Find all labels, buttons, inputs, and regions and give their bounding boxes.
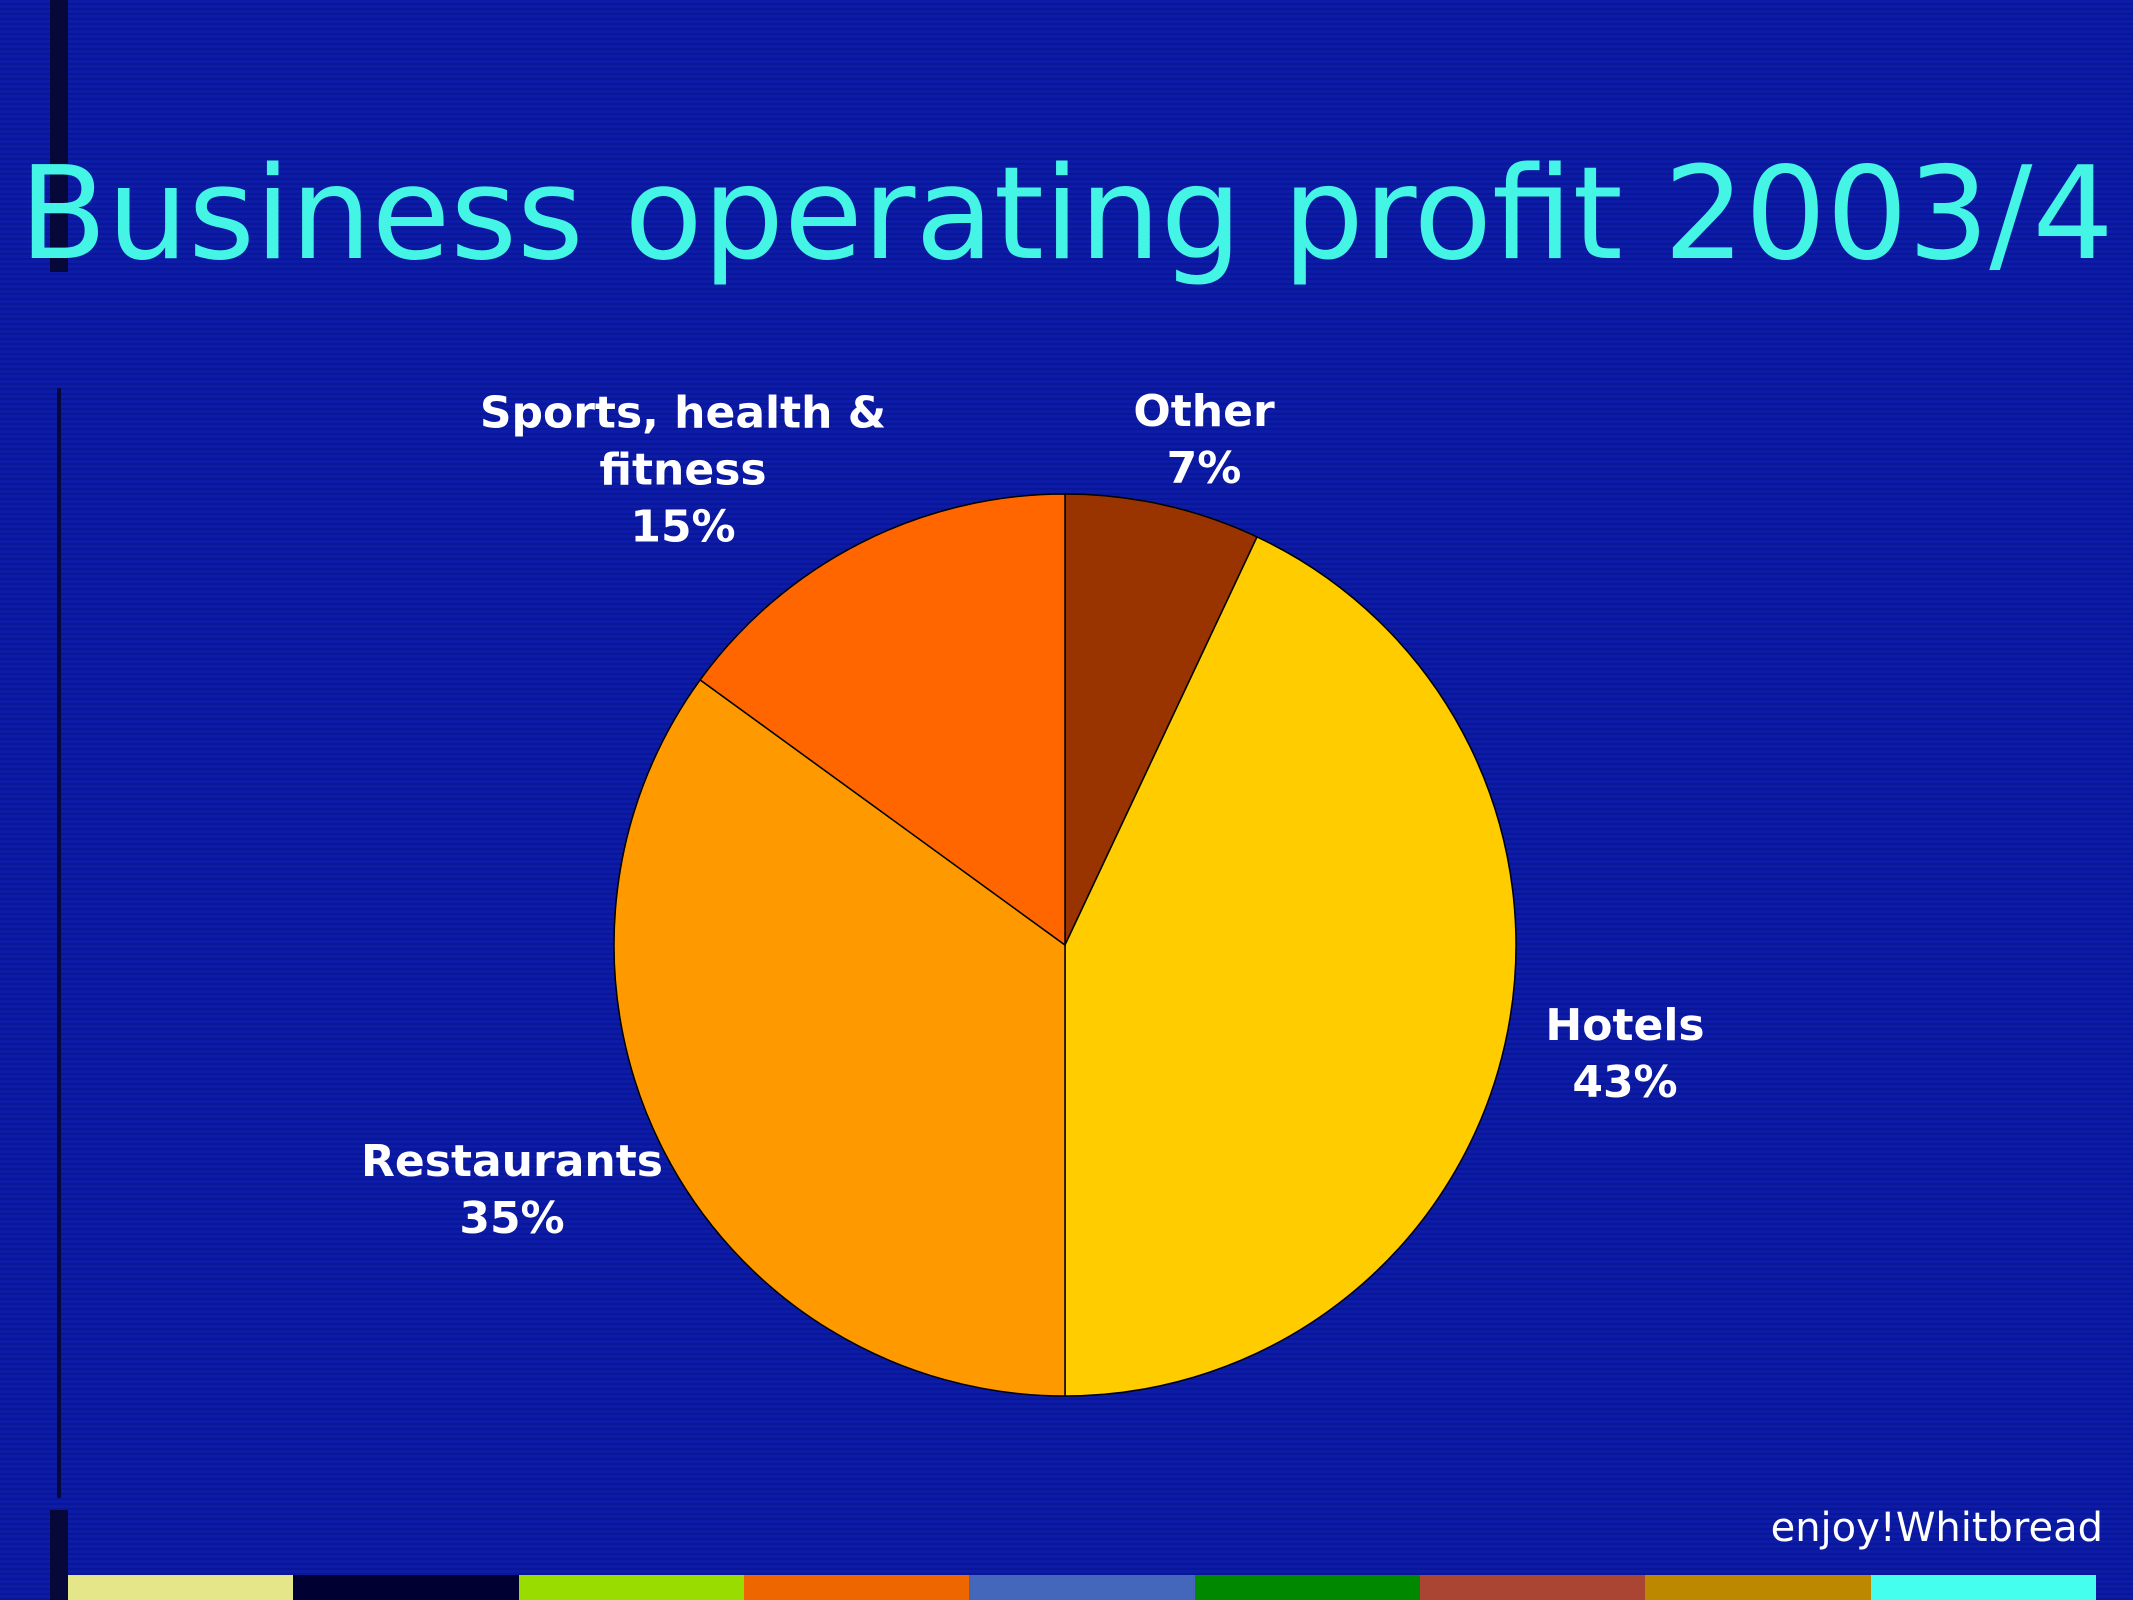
value-label: 15% [630,501,736,553]
slice-label: Sports, health & fitness 15% [473,385,893,556]
color-strip [68,1575,2096,1600]
category-label: Restaurants [361,1136,663,1187]
slice-label: Restaurants 35% [302,1133,722,1247]
footer-brand: enjoy!Whitbread [1770,1505,2103,1551]
category-label: Other [1133,386,1275,437]
pie-slice [1064,535,1517,1397]
accent-bar [50,0,68,272]
chart-title: Business operating profit 2003/4 [19,140,2114,289]
pie-slice [1064,493,1259,946]
accent-line [57,388,61,1498]
category-label: Hotels [1545,1000,1705,1051]
category-label: Sports, health & fitness [479,387,887,496]
value-label: 43% [1572,1057,1678,1108]
value-label: 7% [1166,443,1242,494]
pie-slice [613,678,1066,1397]
slice-label: Other 7% [994,383,1414,497]
accent-bar [50,1510,68,1600]
value-label: 35% [459,1193,565,1244]
slice-label: Hotels 43% [1415,997,1835,1111]
pie-slice [699,493,1066,947]
